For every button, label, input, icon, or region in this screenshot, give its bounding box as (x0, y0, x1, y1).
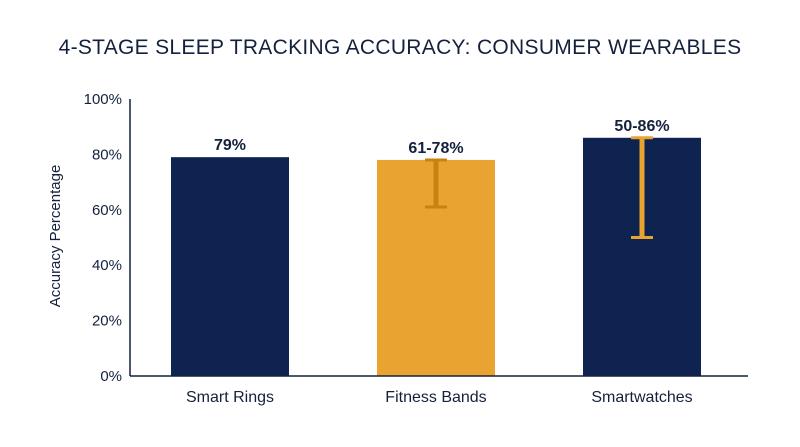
error-bar (631, 136, 653, 239)
bars (171, 137, 701, 376)
category-label: Smart Rings (186, 389, 274, 406)
y-tick-label: 80% (92, 146, 122, 163)
chart-title: 4-STAGE SLEEP TRACKING ACCURACY: CONSUME… (58, 36, 742, 59)
data-label: 61-78% (408, 140, 463, 157)
data-label: 50-86% (614, 118, 669, 135)
category-labels: Smart Rings Fitness Bands Smartwatches (186, 389, 693, 406)
error-bars (425, 136, 653, 239)
data-label: 79% (214, 137, 246, 154)
bar (171, 157, 289, 376)
error-bar (425, 158, 447, 209)
y-tick-labels: 0% 20% 40% 60% 80% 100% (84, 91, 122, 385)
data-labels: 79% 61-78% 50-86% (214, 118, 670, 157)
y-tick-label: 60% (92, 202, 122, 219)
category-label: Fitness Bands (385, 389, 486, 406)
y-tick-label: 0% (100, 368, 122, 385)
y-tick-label: 100% (84, 91, 122, 108)
y-tick-label: 20% (92, 313, 122, 330)
y-tick-label: 40% (92, 257, 122, 274)
y-axis-title: Accuracy Percentage (47, 165, 64, 308)
category-label: Smartwatches (591, 389, 692, 406)
